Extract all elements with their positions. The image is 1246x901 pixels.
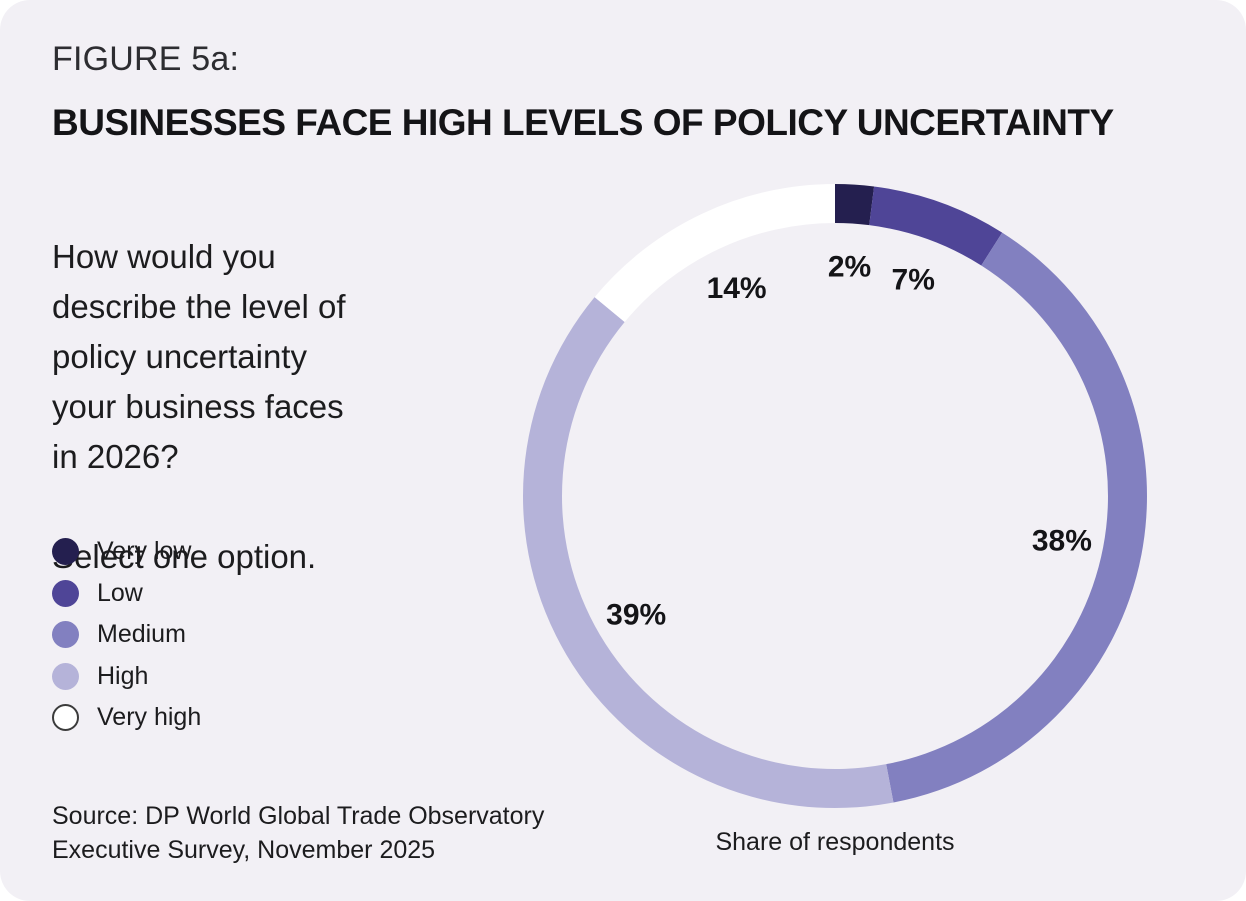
donut-segment-low — [869, 186, 1003, 266]
legend-label: High — [97, 661, 149, 690]
legend-item-very-high: Very high — [52, 697, 201, 739]
legend-item-high: High — [52, 656, 201, 698]
legend-swatch-high — [52, 662, 79, 690]
legend-label: Very high — [97, 703, 202, 732]
chart-axis-caption: Share of respondents — [715, 828, 955, 856]
legend-label: Medium — [97, 620, 186, 649]
figure-number-label: FIGURE 5a: — [52, 40, 240, 78]
segment-value-label-very-low: 2% — [828, 251, 871, 284]
donut-segment-medium — [886, 232, 1147, 803]
figure-title: BUSINESSES FACE HIGH LEVELS OF POLICY UN… — [52, 102, 1114, 143]
legend-swatch-medium — [52, 621, 79, 649]
legend-item-medium: Medium — [52, 614, 201, 656]
donut-segment-very-low — [835, 184, 875, 226]
legend-swatch-low — [52, 579, 79, 607]
legend-item-low: Low — [52, 573, 201, 615]
chart-legend: Very low Low Medium High Very high — [52, 531, 201, 739]
segment-value-label-low: 7% — [892, 264, 935, 297]
legend-swatch-very-high — [52, 704, 79, 732]
donut-chart-svg: 2% 7% 38% 39% 14% — [523, 184, 1147, 808]
segment-value-label-high: 39% — [606, 599, 666, 632]
legend-item-very-low: Very low — [52, 531, 201, 573]
donut-chart: 2% 7% 38% 39% 14% — [505, 166, 1165, 826]
donut-segment-very-high — [594, 184, 835, 322]
legend-label: Low — [97, 578, 143, 607]
source-line-2: Executive Survey, November 2025 — [52, 836, 436, 864]
question-text: How would you describe the level of poli… — [52, 238, 346, 475]
segment-value-label-medium: 38% — [1032, 524, 1092, 557]
source-note: Source: DP World Global Trade Observator… — [52, 799, 544, 867]
question-block: How would you describe the level of poli… — [52, 182, 346, 632]
legend-swatch-very-low — [52, 538, 79, 566]
donut-segment-high — [523, 297, 894, 808]
source-line-1: Source: DP World Global Trade Observator… — [52, 802, 545, 830]
question-instruction: Select one option. — [52, 538, 317, 575]
legend-label: Very low — [97, 537, 192, 566]
segment-value-label-very-high: 14% — [707, 272, 767, 305]
